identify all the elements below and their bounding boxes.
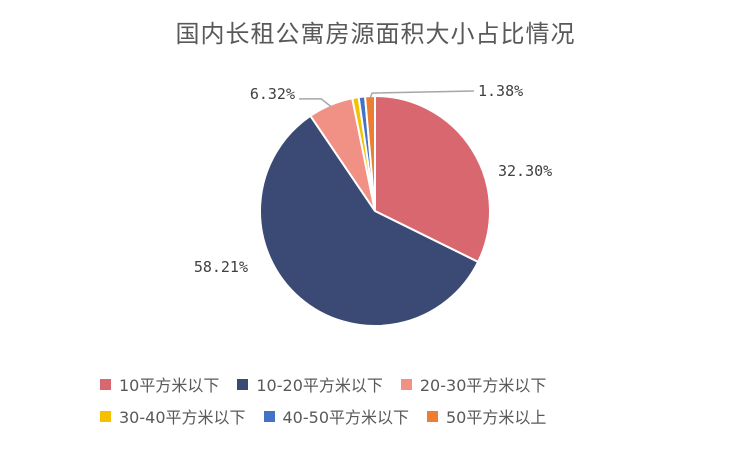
legend-label: 10-20平方米以下 [256,376,383,395]
legend-swatch [237,378,249,390]
pie-slice-10-20 [259,114,480,327]
data-label-50: 1.38% [478,82,523,100]
legend: 10平方米以下 10-20平方米以下 20-30平方米以下 30-40平方米以下 40-… [100,372,680,428]
leader-line-20-30 [299,98,332,108]
data-label-10-20: 58.21% [194,258,248,276]
data-label-20-30: 6.32% [250,85,295,103]
leader-line-50 [369,90,475,99]
legend-item-40-50: 40-50平方米以下 [263,404,410,428]
legend-swatch [100,378,111,390]
pie-slice-10 [374,94,491,264]
legend-label: 40-50平方米以下 [282,408,410,427]
legend-swatch [100,410,111,422]
chart-title: 国内长租公寓房源面积大小占比情况 [175,20,576,48]
legend-item-50: 50平方米以上 [427,404,546,428]
legend-item-20-30: 20-30平方米以下 [400,372,547,396]
legend-item-10: 10平方米以下 [100,372,219,396]
data-label-10: 32.30% [498,162,552,180]
legend-label: 20-30平方米以下 [419,376,547,395]
legend-swatch [263,410,275,422]
legend-item-10-20: 10-20平方米以下 [237,372,383,396]
legend-label: 10平方米以下 [119,376,220,395]
legend-swatch [400,378,412,390]
legend-swatch [427,410,438,422]
pie-slice-50 [363,94,376,212]
legend-label: 50平方米以上 [446,408,547,427]
legend-item-30-40: 30-40平方米以下 [100,404,246,428]
legend-label: 30-40平方米以下 [119,408,246,427]
